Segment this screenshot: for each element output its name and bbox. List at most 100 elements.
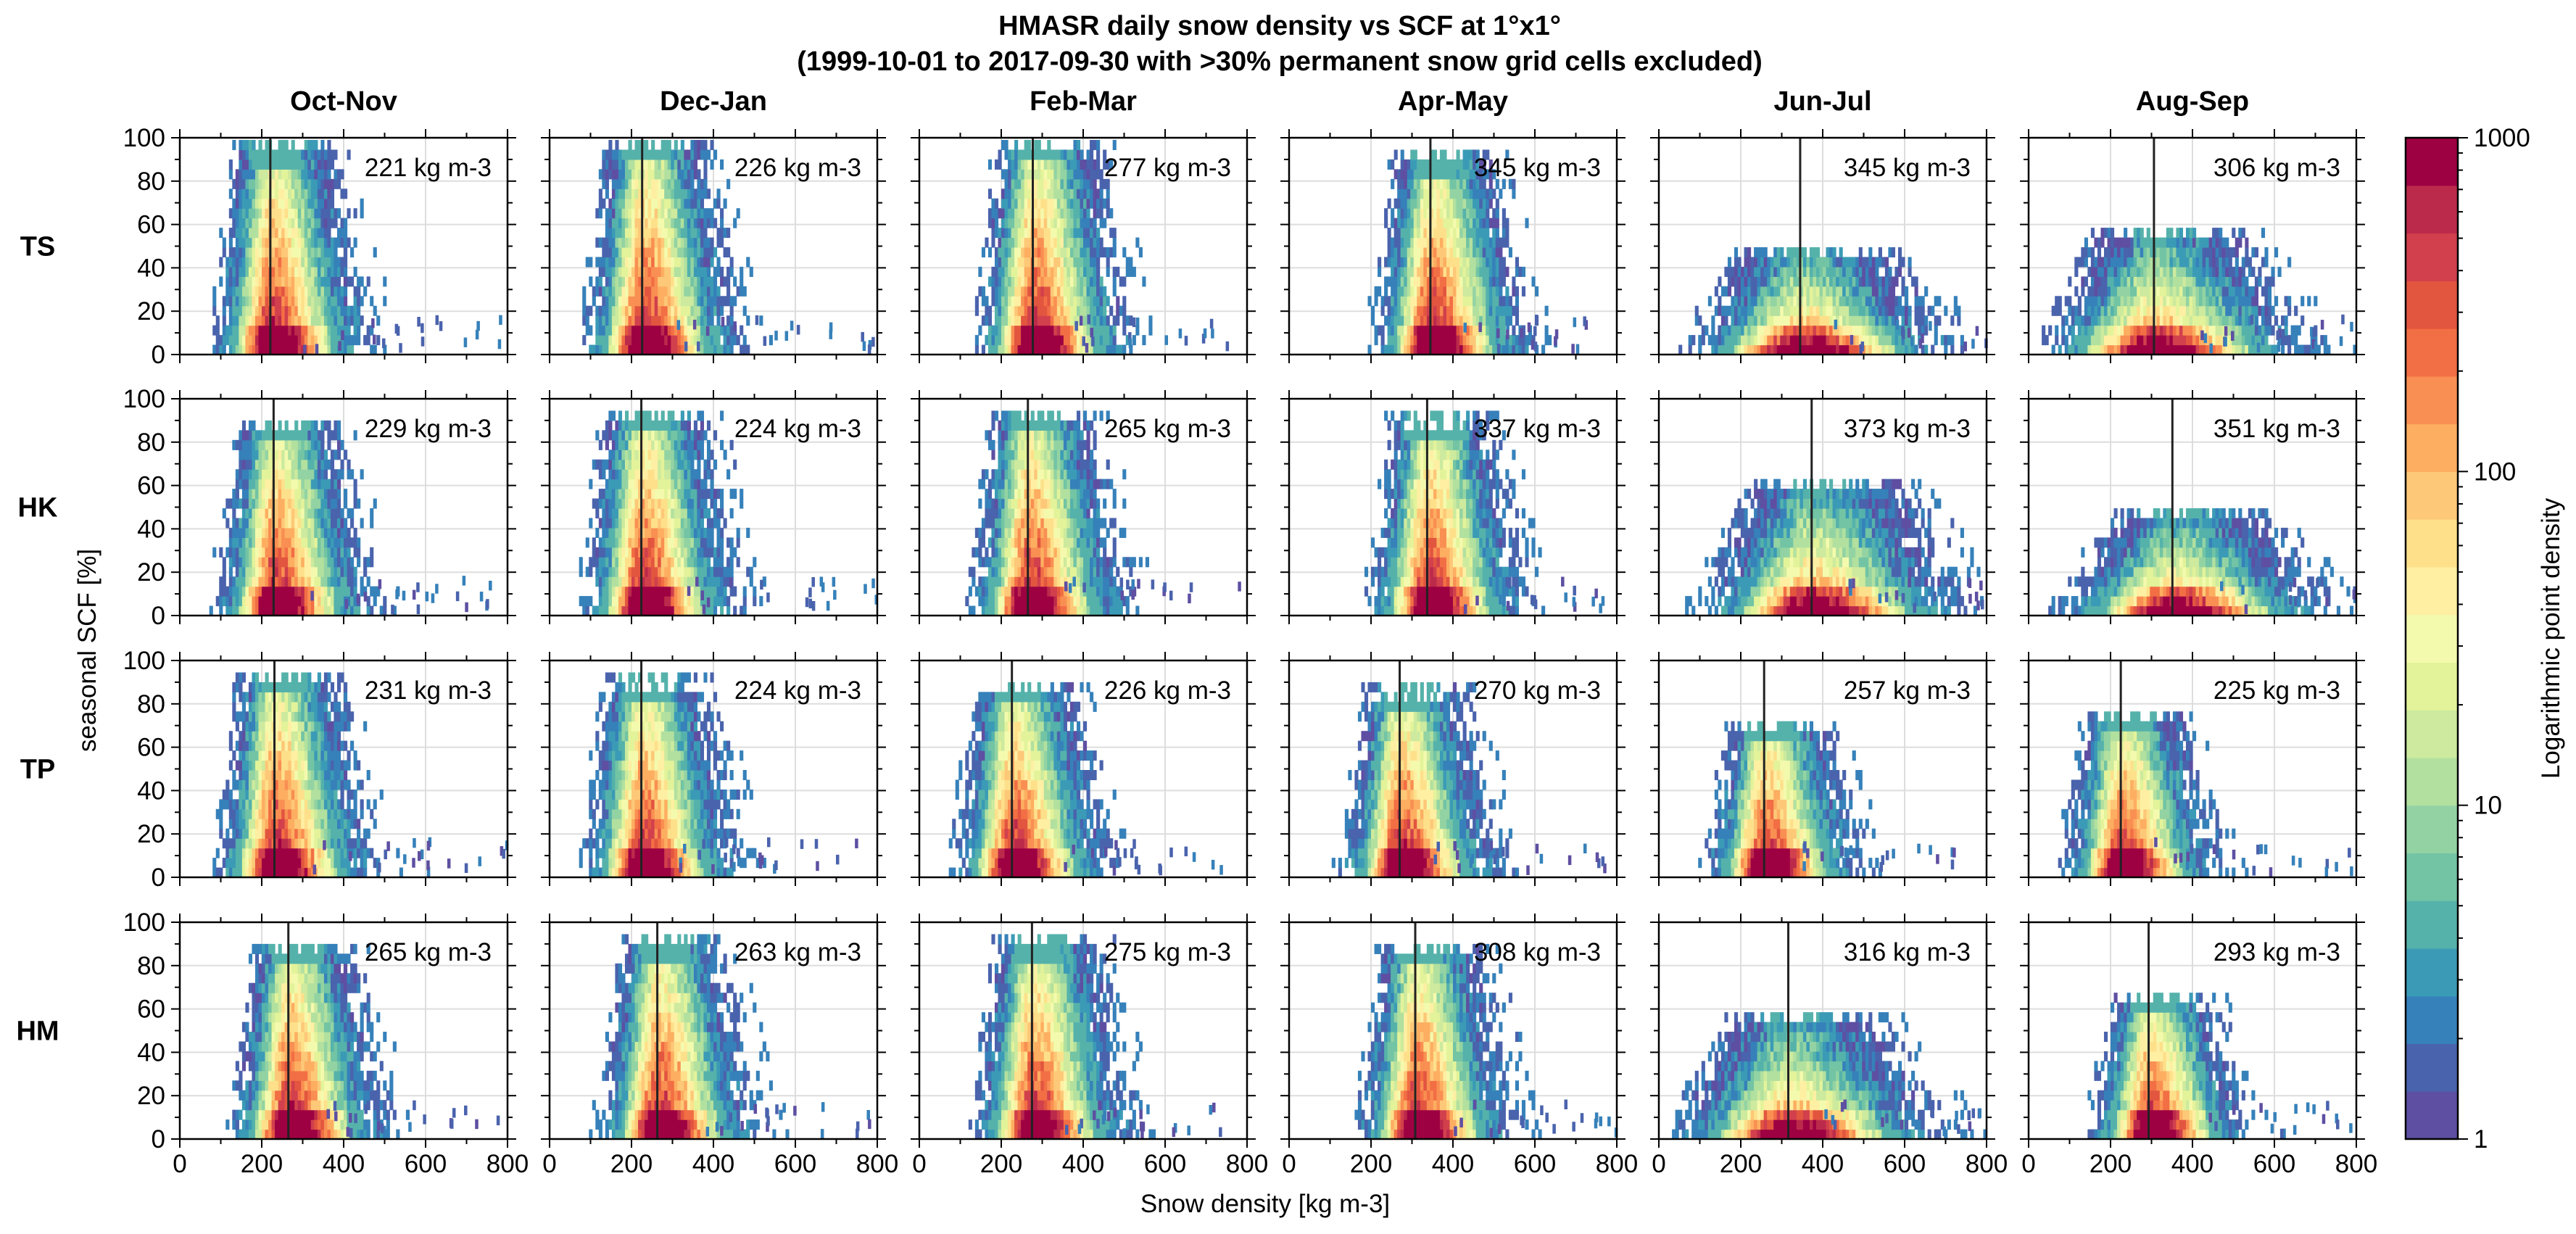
heatmap-cell xyxy=(1387,247,1391,258)
heatmap-cell xyxy=(1750,296,1755,307)
heatmap-cell xyxy=(1093,247,1097,258)
heatmap-cell xyxy=(1475,257,1480,268)
heatmap-cell xyxy=(1413,257,1417,268)
heatmap-cell xyxy=(638,257,642,268)
heatmap-cell xyxy=(1043,286,1048,297)
heatmap-cell xyxy=(1744,305,1748,316)
heatmap-cell xyxy=(1858,335,1863,346)
heatmap-cell xyxy=(2166,325,2170,336)
heatmap-cell xyxy=(1067,335,1071,346)
heatmap-cell xyxy=(336,228,341,239)
heatmap-cell xyxy=(647,296,652,307)
heatmap-cell xyxy=(1178,328,1183,339)
heatmap-cell xyxy=(2195,266,2200,277)
heatmap-cell xyxy=(1770,276,1774,287)
heatmap-cell xyxy=(1731,335,1735,346)
heatmap-cell xyxy=(353,266,357,277)
heatmap-cell xyxy=(2064,335,2068,346)
heatmap-cell xyxy=(2274,344,2279,355)
heatmap-cell xyxy=(1393,237,1398,248)
heatmap-cell xyxy=(265,178,269,189)
heatmap-cell xyxy=(1875,257,1879,268)
heatmap-cell xyxy=(716,266,721,277)
heatmap-cell xyxy=(615,218,619,228)
heatmap-cell xyxy=(746,344,750,355)
heatmap-cell xyxy=(1426,276,1430,287)
heatmap-cell xyxy=(1053,198,1058,209)
heatmap-cell xyxy=(241,159,246,170)
heatmap-cell xyxy=(1815,325,1821,336)
heatmap-cell xyxy=(2090,325,2095,336)
heatmap-cell xyxy=(1479,344,1483,355)
heatmap-cell xyxy=(1891,276,1896,287)
heatmap-cell xyxy=(1528,335,1533,346)
heatmap-cell xyxy=(740,325,744,336)
y-tick-label: 80 xyxy=(137,167,165,196)
heatmap-cell xyxy=(1763,335,1768,346)
heatmap-cell xyxy=(680,305,684,316)
heatmap-cell xyxy=(1865,286,1869,297)
heatmap-cell xyxy=(1426,335,1430,346)
heatmap-cell xyxy=(2232,344,2236,355)
heatmap-cell xyxy=(1466,315,1470,326)
heatmap-cell xyxy=(710,335,714,346)
heatmap-cell xyxy=(1918,296,1922,307)
heatmap-cell xyxy=(2212,257,2216,268)
heatmap-cell xyxy=(1423,325,1428,336)
heatmap-cell xyxy=(589,305,593,316)
heatmap-cell xyxy=(1423,228,1428,239)
heatmap-cell xyxy=(1823,276,1827,287)
heatmap-cell xyxy=(720,266,724,277)
heatmap-cell xyxy=(2166,247,2170,258)
heatmap-cell xyxy=(1720,325,1725,336)
heatmap-cell xyxy=(2219,276,2223,287)
heatmap-cell xyxy=(618,276,623,287)
heatmap-cell xyxy=(664,315,668,326)
heatmap-cell xyxy=(1829,266,1834,277)
heatmap-cell xyxy=(1069,159,1074,170)
heatmap-cell xyxy=(252,296,256,307)
heatmap-cell xyxy=(2258,276,2262,287)
heatmap-cell xyxy=(2287,296,2292,307)
heatmap-cell xyxy=(2192,296,2197,307)
heatmap-cell xyxy=(2172,276,2177,287)
heatmap-cell xyxy=(1459,237,1464,248)
heatmap-cell xyxy=(2199,257,2203,268)
heatmap-cell xyxy=(628,266,632,277)
heatmap-cell xyxy=(1881,325,1886,336)
heatmap-cell xyxy=(291,149,295,160)
heatmap-cell xyxy=(2206,335,2210,346)
mean-density-label: 345 kg m-3 xyxy=(1844,154,1971,182)
heatmap-cell xyxy=(645,247,649,258)
heatmap-cell xyxy=(252,189,256,199)
heatmap-cell xyxy=(658,189,662,199)
heatmap-cell xyxy=(1449,218,1454,228)
heatmap-cell xyxy=(1099,305,1103,316)
heatmap-cell xyxy=(720,159,724,170)
heatmap-cell xyxy=(2100,325,2105,336)
heatmap-cell xyxy=(1492,315,1496,326)
heatmap-cell xyxy=(1080,286,1084,297)
heatmap-cell xyxy=(1443,208,1447,219)
heatmap-cell xyxy=(1203,328,1207,339)
heatmap-cell xyxy=(327,247,331,258)
heatmap-cell xyxy=(2232,296,2236,307)
heatmap-cell xyxy=(605,305,609,316)
heatmap-cell xyxy=(1767,325,1771,336)
heatmap-cell xyxy=(383,276,387,287)
heatmap-cell xyxy=(284,218,289,228)
heatmap-cell xyxy=(310,178,315,189)
heatmap-cell xyxy=(235,237,239,248)
heatmap-cell xyxy=(1747,247,1752,258)
heatmap-cell xyxy=(1718,344,1722,355)
heatmap-cell xyxy=(998,344,1002,355)
heatmap-cell xyxy=(1459,305,1464,316)
heatmap-cell xyxy=(1462,344,1467,355)
heatmap-cell xyxy=(654,276,658,287)
heatmap-cell xyxy=(1783,335,1787,346)
heatmap-cell xyxy=(1734,257,1739,268)
heatmap-cell xyxy=(2156,266,2161,277)
heatmap-cell xyxy=(1024,228,1028,239)
column-title: Feb-Mar xyxy=(1030,86,1137,117)
heatmap-cell xyxy=(344,237,348,248)
